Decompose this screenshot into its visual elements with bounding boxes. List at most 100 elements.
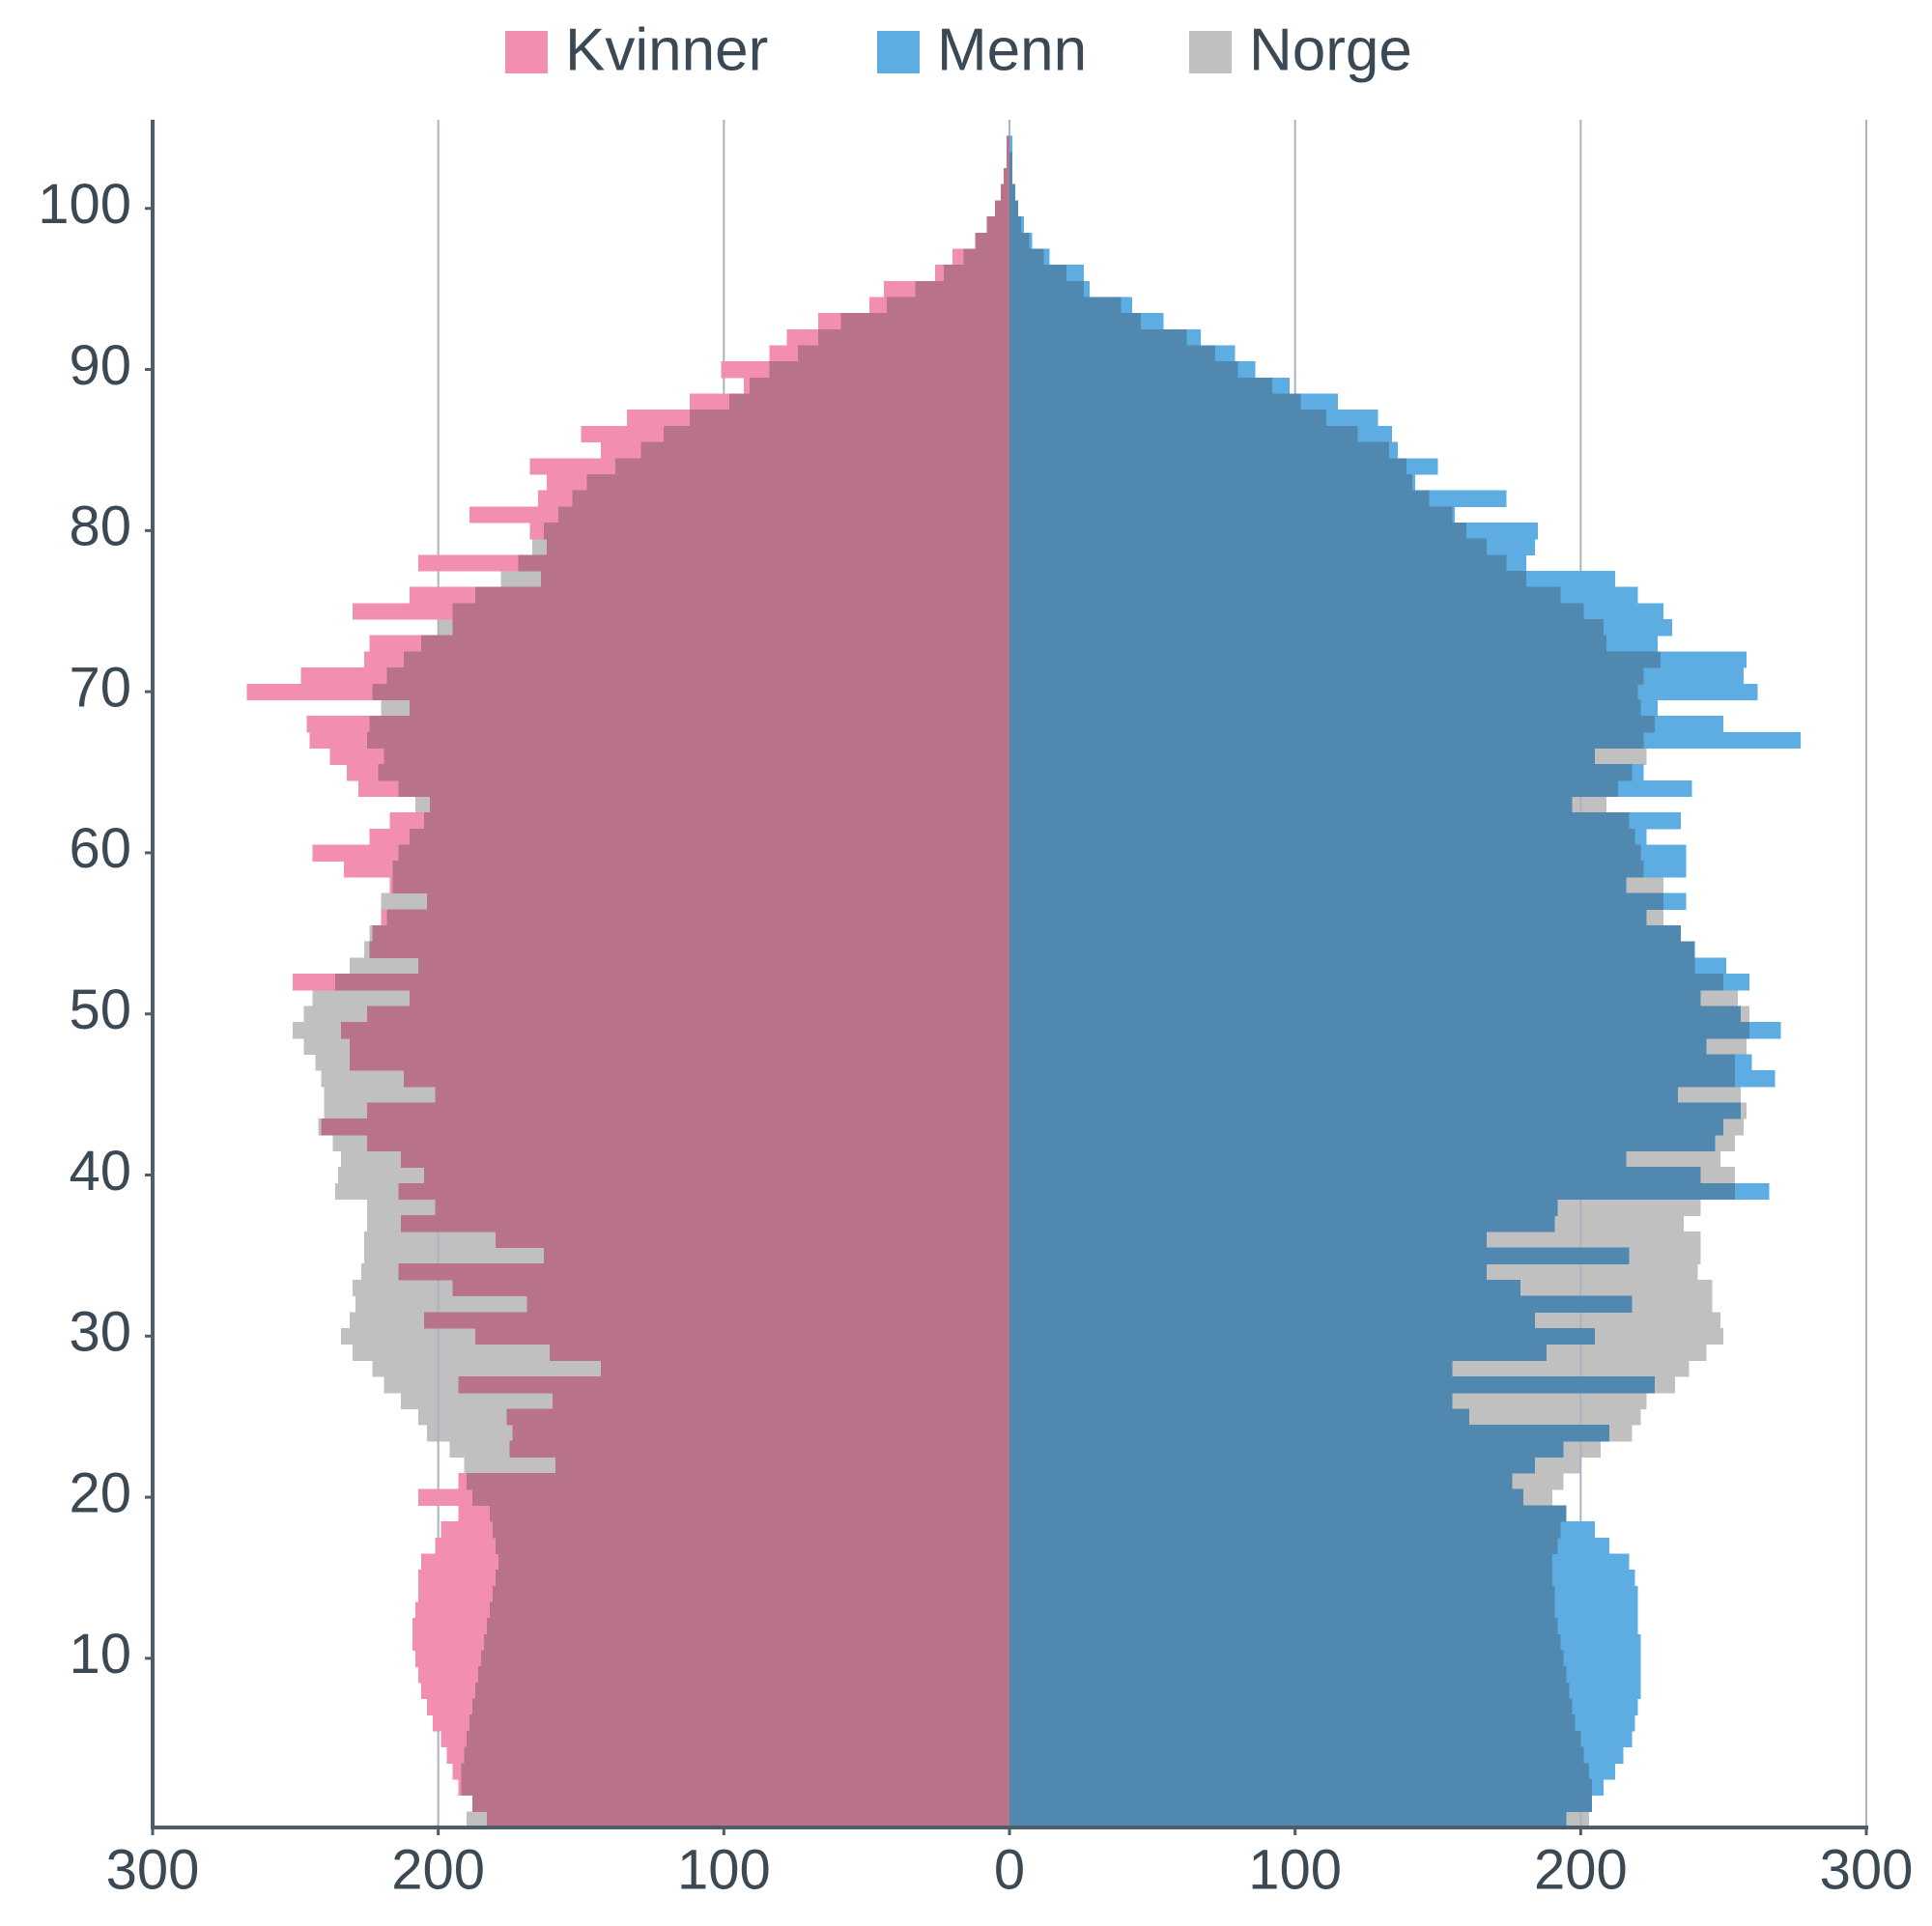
overlap-bar [518, 554, 1009, 572]
overlap-bar [1009, 924, 1681, 943]
overlap-bar [1009, 1763, 1590, 1780]
overlap-bar [541, 571, 1009, 588]
overlap-bar [1007, 135, 1009, 153]
overlap-bar [1009, 441, 1390, 459]
overlap-bar [1009, 957, 1695, 975]
overlap-bar [475, 1682, 1009, 1700]
overlap-bar [423, 1167, 1010, 1184]
y-tick-label: 70 [69, 656, 131, 719]
overlap-bar [798, 345, 1009, 362]
y-tick-label: 30 [69, 1301, 131, 1364]
overlap-bar [1009, 892, 1664, 910]
overlap-bar [1009, 974, 1724, 991]
y-tick-label: 10 [69, 1623, 131, 1685]
overlap-bars [321, 135, 1749, 1828]
overlap-bar [392, 876, 1009, 894]
overlap-bar [350, 1037, 1009, 1055]
overlap-bar [404, 651, 1010, 668]
overlap-bar [1009, 1392, 1453, 1409]
overlap-bar [1009, 941, 1695, 958]
overlap-bar [1009, 345, 1215, 362]
overlap-bar [1009, 1618, 1558, 1635]
overlap-bar [350, 1054, 1009, 1071]
overlap-bar [1009, 1312, 1536, 1329]
overlap-bar [1009, 812, 1630, 830]
overlap-bar [886, 297, 1009, 314]
overlap-bar [769, 361, 1009, 379]
overlap-bar [472, 1488, 1009, 1507]
overlap-bar [478, 1666, 1009, 1684]
overlap-bar [1009, 764, 1633, 781]
overlap-bar [426, 892, 1010, 910]
overlap-bar [1009, 779, 1618, 798]
y-tick-label: 40 [69, 1140, 131, 1203]
overlap-bar [1009, 216, 1021, 234]
overlap-bar [386, 667, 1009, 685]
overlap-bar [1009, 1811, 1567, 1828]
overlap-bar [1009, 1037, 1707, 1055]
overlap-bar [1009, 1633, 1561, 1652]
overlap-bar [1009, 248, 1044, 266]
overlap-bar [461, 1763, 1009, 1780]
y-tick-label: 100 [38, 173, 131, 236]
overlap-bar [410, 828, 1010, 846]
overlap-bar [547, 538, 1009, 555]
overlap-bar [1009, 861, 1644, 878]
overlap-bar [472, 1698, 1009, 1715]
legend-swatch [1189, 31, 1232, 73]
overlap-bar [640, 441, 1009, 459]
overlap-bar [1009, 490, 1430, 507]
overlap-bar [486, 1618, 1009, 1635]
overlap-bar [552, 1392, 1009, 1409]
overlap-bar [1009, 410, 1327, 427]
overlap-bar [1009, 1488, 1524, 1507]
overlap-bar [341, 1022, 1009, 1039]
y-tick-label: 90 [69, 334, 131, 397]
overlap-bar [369, 716, 1009, 733]
overlap-bar [495, 1537, 1009, 1555]
overlap-bar [1009, 1022, 1749, 1039]
overlap-bar [1009, 506, 1453, 524]
overlap-bar [1009, 297, 1122, 314]
overlap-bar [1009, 1553, 1552, 1571]
overlap-bar [1009, 1440, 1564, 1458]
overlap-bar [1009, 522, 1467, 540]
overlap-bar [1004, 168, 1009, 185]
overlap-bar [1009, 1521, 1561, 1539]
overlap-bar [512, 1425, 1009, 1442]
overlap-bar [509, 1440, 1009, 1458]
overlap-bar [1009, 1601, 1555, 1619]
overlap-bar [1009, 265, 1067, 282]
overlap-bar [1009, 458, 1406, 475]
overlap-bar [1009, 1682, 1570, 1700]
overlap-bar [398, 1182, 1010, 1201]
overlap-bar [458, 1375, 1009, 1394]
overlap-bar [1009, 1778, 1593, 1797]
legend-swatch [505, 31, 548, 73]
overlap-bar [467, 1730, 1009, 1748]
overlap-bar [321, 1119, 1009, 1136]
overlap-bar [392, 861, 1009, 878]
overlap-bar [1009, 1666, 1567, 1684]
overlap-bar [404, 1070, 1010, 1088]
x-tick-label: 300 [1820, 1838, 1914, 1901]
overlap-bar [467, 1473, 1009, 1490]
overlap-bar [557, 506, 1009, 524]
overlap-bar [1009, 1505, 1567, 1522]
overlap-bar [729, 393, 1009, 411]
overlap-bar [452, 1279, 1009, 1297]
overlap-bar [1009, 184, 1015, 201]
overlap-bar [481, 1650, 1009, 1667]
overlap-bar [1009, 1167, 1701, 1184]
overlap-bar [549, 1344, 1009, 1361]
overlap-bar [378, 764, 1009, 781]
overlap-bar [1009, 909, 1647, 926]
y-tick-label: 80 [69, 496, 131, 558]
overlap-bar [401, 1215, 1010, 1232]
overlap-bar [384, 748, 1009, 765]
overlap-bar [495, 1231, 1009, 1249]
y-tick-label: 20 [69, 1461, 131, 1524]
overlap-bar [975, 232, 1009, 250]
overlap-bar [1009, 1795, 1593, 1812]
overlap-bar [475, 586, 1009, 604]
